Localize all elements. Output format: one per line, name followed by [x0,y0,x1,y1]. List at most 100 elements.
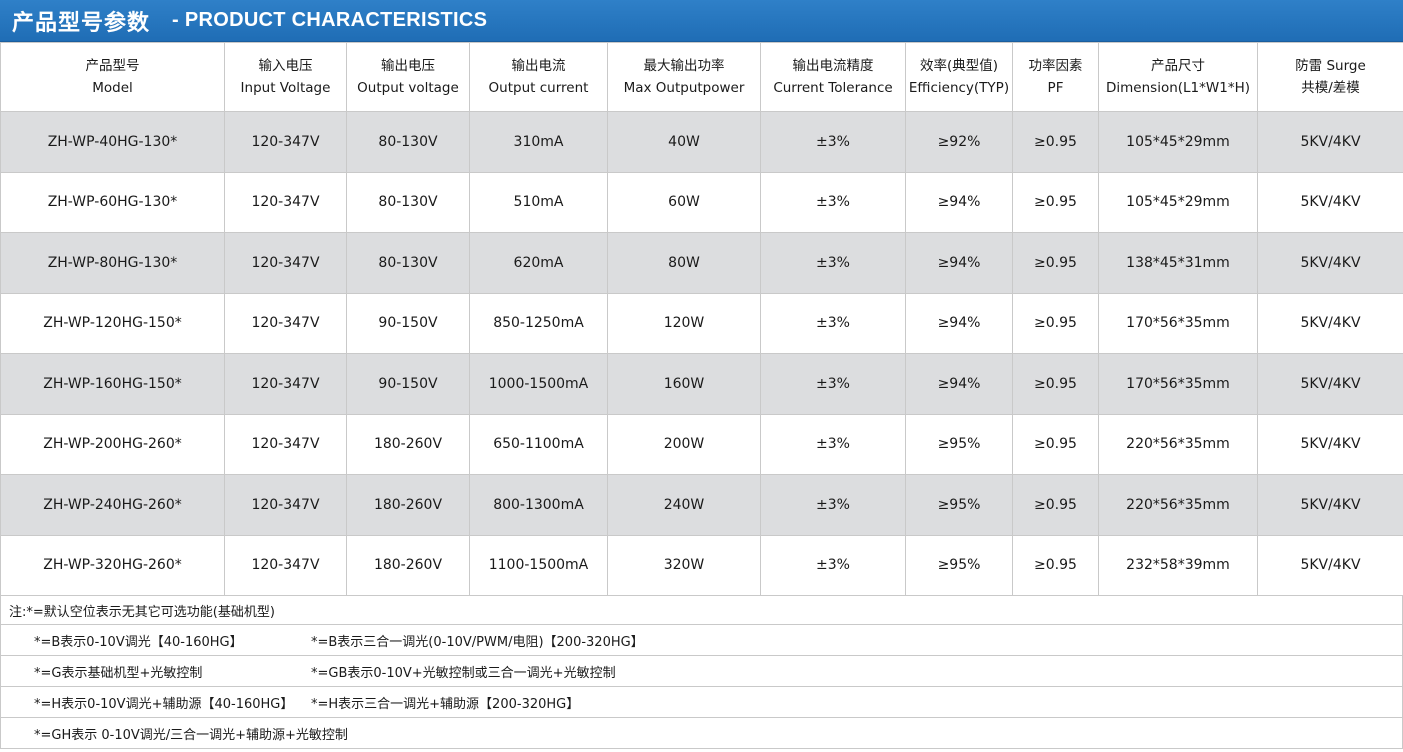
cell-input-voltage: 120-347V [224,353,347,415]
header-current-tolerance: 输出电流精度 Current Tolerance [760,42,906,112]
cell-dimension: 232*58*39mm [1098,534,1258,596]
cell-surge: 5KV/4KV [1257,232,1403,294]
cell-input-voltage: 120-347V [224,474,347,536]
cell-current-tolerance: ±3% [760,534,906,596]
cell-surge: 5KV/4KV [1257,171,1403,233]
cell-output-voltage: 80-130V [346,111,470,173]
cell-surge: 5KV/4KV [1257,353,1403,415]
table-row: ZH-WP-60HG-130* 120-347V 80-130V 510mA 6… [0,171,1403,233]
note-option-h-basic: *=H表示0-10V调光+辅助源【40-160HG】 [34,696,294,712]
table-row: ZH-WP-200HG-260* 120-347V 180-260V 650-1… [0,413,1403,475]
title-bar: 产品型号参数 - PRODUCT CHARACTERISTICS [0,0,1403,42]
cell-efficiency: ≥92% [905,111,1013,173]
header-efficiency: 效率(典型值) Efficiency(TYP) [905,42,1013,112]
header-pf: 功率因素 PF [1012,42,1099,112]
cell-max-power: 320W [607,534,761,596]
cell-max-power: 120W [607,292,761,354]
cell-current-tolerance: ±3% [760,353,906,415]
cell-efficiency: ≥95% [905,474,1013,536]
notes-section: 注:*=默认空位表示无其它可选功能(基础机型) *=B表示0-10V调光【40-… [0,596,1403,749]
cell-model: ZH-WP-200HG-260* [0,413,225,475]
note-option-b-basic: *=B表示0-10V调光【40-160HG】 [34,634,243,650]
cell-input-voltage: 120-347V [224,292,347,354]
cell-efficiency: ≥95% [905,413,1013,475]
cell-pf: ≥0.95 [1012,292,1099,354]
header-output-voltage: 输出电压 Output voltage [346,42,470,112]
cell-pf: ≥0.95 [1012,171,1099,233]
cell-surge: 5KV/4KV [1257,534,1403,596]
cell-pf: ≥0.95 [1012,534,1099,596]
table-row: ZH-WP-160HG-150* 120-347V 90-150V 1000-1… [0,353,1403,415]
note-option-row: *=GH表示 0-10V调光/三合一调光+辅助源+光敏控制 [0,718,1403,749]
cell-input-voltage: 120-347V [224,171,347,233]
note-intro: 注:*=默认空位表示无其它可选功能(基础机型) [0,596,1403,625]
cell-output-voltage: 180-260V [346,474,470,536]
table-row: ZH-WP-240HG-260* 120-347V 180-260V 800-1… [0,474,1403,536]
note-option-row: *=B表示0-10V调光【40-160HG】 *=B表示三合一调光(0-10V/… [0,625,1403,656]
cell-efficiency: ≥95% [905,534,1013,596]
cell-pf: ≥0.95 [1012,474,1099,536]
cell-input-voltage: 120-347V [224,534,347,596]
cell-input-voltage: 120-347V [224,413,347,475]
header-max-power: 最大输出功率 Max Outputpower [607,42,761,112]
cell-output-voltage: 180-260V [346,534,470,596]
header-output-current: 输出电流 Output current [469,42,608,112]
cell-efficiency: ≥94% [905,171,1013,233]
cell-model: ZH-WP-120HG-150* [0,292,225,354]
cell-surge: 5KV/4KV [1257,292,1403,354]
note-option-gb: *=GB表示0-10V+光敏控制或三合一调光+光敏控制 [311,665,616,681]
header-surge: 防雷 Surge 共模/差模 [1257,42,1403,112]
cell-efficiency: ≥94% [905,232,1013,294]
cell-pf: ≥0.95 [1012,353,1099,415]
cell-pf: ≥0.95 [1012,111,1099,173]
cell-output-current: 1000-1500mA [469,353,608,415]
cell-model: ZH-WP-60HG-130* [0,171,225,233]
cell-output-current: 620mA [469,232,608,294]
cell-max-power: 160W [607,353,761,415]
title-en: - PRODUCT CHARACTERISTICS [172,9,488,31]
note-option-g: *=G表示基础机型+光敏控制 [34,665,203,681]
cell-output-current: 650-1100mA [469,413,608,475]
cell-max-power: 240W [607,474,761,536]
cell-surge: 5KV/4KV [1257,474,1403,536]
cell-pf: ≥0.95 [1012,232,1099,294]
cell-output-current: 510mA [469,171,608,233]
cell-output-voltage: 80-130V [346,232,470,294]
cell-output-current: 1100-1500mA [469,534,608,596]
cell-efficiency: ≥94% [905,292,1013,354]
cell-current-tolerance: ±3% [760,413,906,475]
note-option-gh: *=GH表示 0-10V调光/三合一调光+辅助源+光敏控制 [34,727,348,743]
cell-current-tolerance: ±3% [760,292,906,354]
cell-current-tolerance: ±3% [760,171,906,233]
cell-surge: 5KV/4KV [1257,413,1403,475]
cell-output-current: 800-1300mA [469,474,608,536]
cell-max-power: 40W [607,111,761,173]
table-row: ZH-WP-80HG-130* 120-347V 80-130V 620mA 8… [0,232,1403,294]
cell-current-tolerance: ±3% [760,232,906,294]
note-option-b-triple: *=B表示三合一调光(0-10V/PWM/电阻)【200-320HG】 [311,634,644,650]
cell-output-current: 310mA [469,111,608,173]
cell-output-voltage: 90-150V [346,353,470,415]
cell-model: ZH-WP-160HG-150* [0,353,225,415]
cell-dimension: 170*56*35mm [1098,292,1258,354]
spec-table: 产品型号 Model 输入电压 Input Voltage 输出电压 Output v… [0,42,1403,596]
note-option-row: *=G表示基础机型+光敏控制 *=GB表示0-10V+光敏控制或三合一调光+光敏… [0,656,1403,687]
cell-input-voltage: 120-347V [224,111,347,173]
cell-dimension: 105*45*29mm [1098,171,1258,233]
cell-dimension: 220*56*35mm [1098,413,1258,475]
cell-model: ZH-WP-320HG-260* [0,534,225,596]
cell-output-voltage: 80-130V [346,171,470,233]
cell-max-power: 200W [607,413,761,475]
cell-output-voltage: 90-150V [346,292,470,354]
cell-dimension: 105*45*29mm [1098,111,1258,173]
cell-dimension: 170*56*35mm [1098,353,1258,415]
header-model: 产品型号 Model [0,42,225,112]
note-option-row: *=H表示0-10V调光+辅助源【40-160HG】 *=H表示三合一调光+辅助… [0,687,1403,718]
cell-pf: ≥0.95 [1012,413,1099,475]
cell-current-tolerance: ±3% [760,111,906,173]
cell-dimension: 220*56*35mm [1098,474,1258,536]
cell-current-tolerance: ±3% [760,474,906,536]
header-dimension: 产品尺寸 Dimension(L1*W1*H) [1098,42,1258,112]
cell-max-power: 80W [607,232,761,294]
header-input-voltage: 输入电压 Input Voltage [224,42,347,112]
